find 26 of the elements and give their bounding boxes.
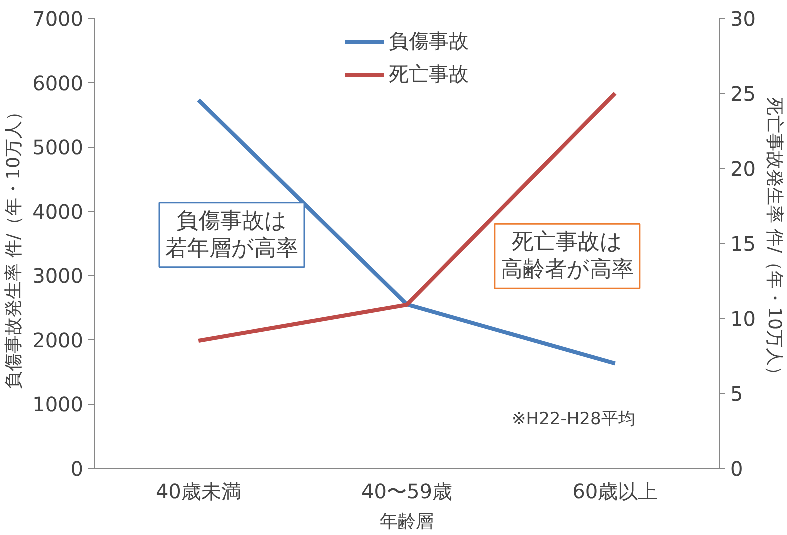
x-tick-label: 60歳以上 — [572, 480, 658, 504]
y-tick-label: 1000 — [32, 392, 84, 417]
y-tick-label: 7000 — [32, 7, 84, 31]
y2-axis-title: 死亡事故発生率 件/（年・10万人） — [764, 97, 785, 384]
annotation: 負傷事故は若年層が高率 — [166, 208, 298, 262]
x-tick-label: 40歳未満 — [156, 480, 242, 504]
y2-tick-label: 10 — [730, 307, 756, 331]
legend-label: 負傷事故 — [389, 28, 469, 55]
y-tick-label: 2000 — [32, 328, 84, 352]
y-tick-label: 3000 — [32, 264, 84, 288]
y2-tick-label: 30 — [730, 7, 756, 31]
legend-label: 死亡事故 — [389, 61, 469, 88]
y-tick-label: 6000 — [32, 71, 84, 96]
y2-tick-label: 5 — [730, 382, 744, 406]
y-tick-label: 5000 — [32, 136, 84, 160]
y-tick-label: 0 — [70, 457, 84, 481]
annotation: 死亡事故は高齢者が高率 — [500, 230, 634, 283]
annotation: ※H22-H28平均 — [512, 410, 636, 430]
y2-tick-label: 0 — [730, 457, 744, 481]
y2-tick-label: 20 — [730, 157, 756, 181]
x-axis-title: 年齢層 — [380, 512, 434, 532]
y2-tick-label: 25 — [730, 82, 756, 106]
y-tick-label: 4000 — [32, 200, 84, 224]
y-axis-title: 負傷事故発生率 件/（年・10万人） — [4, 103, 25, 390]
y2-tick-label: 15 — [730, 232, 756, 256]
x-tick-label: 40〜59歳 — [362, 480, 452, 504]
